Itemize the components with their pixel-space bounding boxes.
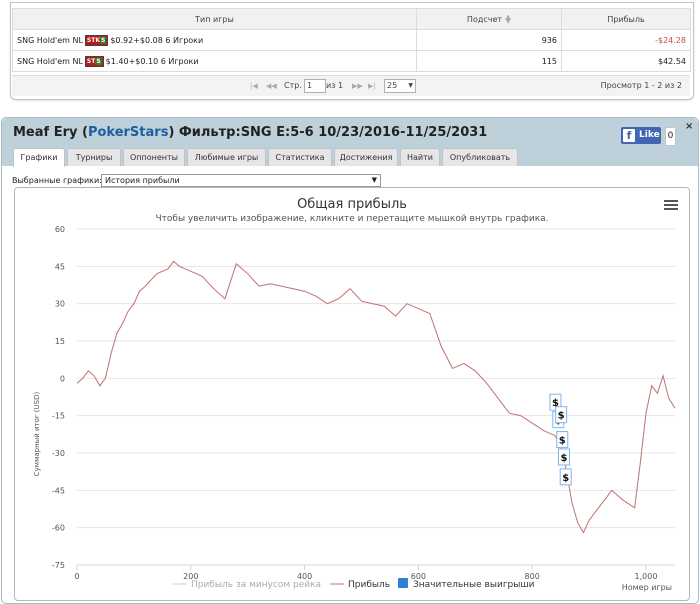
marker-label: $ [558,411,565,422]
page-count-label: из 1 [326,81,344,90]
x-tick-label: 200 [183,572,198,581]
y-tick-label: 15 [55,337,65,346]
x-tick-label: 600 [411,572,426,581]
y-tick-label: 30 [55,300,65,309]
graph-select-label: Выбранные графики: [12,176,102,185]
facebook-like-button[interactable]: f Like [621,127,661,144]
profit-chart[interactable]: Общая прибыль Чтобы увеличить изображени… [15,188,689,600]
games-table: Тип игры Подсчет ▲ ▼ Прибыль SNG Hold'em N… [12,8,691,72]
legend-swatch-big-wins [398,578,408,588]
big-win-marker[interactable]: $ [559,468,572,486]
filter-text: Фильтр:SNG E:5-6 10/23/2016-11/25/2031 [178,125,488,140]
marker-label: $ [559,436,566,447]
player-title: Meaf Ery (PokerStars) Фильтр:SNG E:5-6 1… [13,125,488,140]
tab-find[interactable]: Найти [400,148,440,166]
first-page-icon[interactable]: |◀ [250,82,258,90]
y-tick-label: -30 [52,449,65,458]
marker-label: $ [552,398,559,409]
marker-box [555,406,568,424]
big-win-marker[interactable]: $ [555,406,568,424]
tab-publish[interactable]: Опубликовать [442,148,518,166]
chevron-down-icon: ▼ [371,176,377,184]
next-page-icon[interactable]: ▶▶ [352,82,363,90]
cell-count: 115 [416,50,562,72]
col-header-profit[interactable]: Прибыль [561,8,691,30]
legend-item-rake[interactable]: Прибыль за минусом рейка [191,580,321,590]
marker-box [559,468,572,486]
y-tick-label: -60 [52,524,65,533]
chart-menu-icon[interactable] [664,200,678,212]
x-tick-label: 0 [74,572,79,581]
sort-icon[interactable]: ▲ ▼ [505,13,511,25]
x-axis-label: Номер игры [622,583,672,592]
y-tick-label: 45 [55,262,65,271]
chart-subtitle: Чтобы увеличить изображение, кликните и … [155,214,548,224]
big-win-marker[interactable]: $ [557,448,570,466]
big-win-marker[interactable]: $ [556,431,569,449]
marker-box [557,448,570,466]
chart-frame[interactable]: Общая прибыль Чтобы увеличить изображени… [14,187,690,601]
y-tick-label: -45 [52,486,65,495]
prev-page-icon[interactable]: ◀◀ [266,82,277,90]
x-tick-label: 1,000 [635,572,658,581]
marker-label: $ [562,473,569,484]
close-icon[interactable]: × [685,121,694,132]
stakes-badge-icon: STKS [84,34,109,46]
page-size-select[interactable]: 25 ▼ [384,79,416,93]
facebook-icon: f [623,129,635,142]
marker-box [556,431,569,449]
table-header-row: Тип игры Подсчет ▲ ▼ Прибыль [12,8,691,30]
table-row[interactable]: SNG Hold'em NL STKS $0.92+$0.08 6 Игроки 9… [12,29,691,51]
profit-series-line [76,260,676,534]
col-header-count[interactable]: Подсчет ▲ ▼ [416,8,562,30]
player-name: Meaf Ery [13,125,78,140]
page-number-input[interactable]: 1 [304,79,326,93]
x-tick-label: 800 [525,572,540,581]
marker-label: $ [560,453,567,464]
last-page-icon[interactable]: ▶| [368,82,376,90]
y-tick-label: -75 [52,561,65,570]
cell-profit: -$24.28 [561,29,691,51]
table-row[interactable]: SNG Hold'em NL STS $1.40+$0.10 6 Игроки 11… [12,50,691,72]
y-axis-label: Суммарный итог (USD) [33,392,41,477]
tab-statistics[interactable]: Статистика [268,148,332,166]
pager: |◀ ◀◀ Стр. 1 из 1 ▶▶ ▶| 25 ▼ Просмотр 1 -… [12,75,690,96]
tab-favorite-games[interactable]: Любимые игры [187,148,266,166]
cell-count: 936 [416,29,562,51]
player-graph-panel: Meaf Ery (PokerStars) Фильтр:SNG E:5-6 1… [1,117,699,604]
cell-game-type: SNG Hold'em NL STKS $0.92+$0.08 6 Игроки [12,29,417,51]
col-header-game-type[interactable]: Тип игры [12,8,417,30]
like-count: 0 [665,127,676,146]
games-table-panel: Тип игры Подсчет ▲ ▼ Прибыль SNG Hold'em N… [10,2,694,100]
cell-game-type: SNG Hold'em NL STS $1.40+$0.10 6 Игроки [12,50,417,72]
graph-select[interactable]: История прибыли ▼ [101,174,381,187]
cell-profit: $42.54 [561,50,691,72]
y-tick-label: 60 [55,225,65,234]
site-link[interactable]: PokerStars [87,125,169,140]
tab-opponents[interactable]: Оппоненты [123,148,185,166]
y-tick-label: 0 [60,374,65,383]
sts-badge-icon: STS [84,55,104,67]
chart-title: Общая прибыль [297,197,407,212]
tab-achievements[interactable]: Достижения [334,148,398,166]
player-title-bar: Meaf Ery (PokerStars) Фильтр:SNG E:5-6 1… [2,118,698,167]
legend-item-profit[interactable]: Прибыль [348,580,390,590]
x-tick-label: 400 [297,572,312,581]
page-label: Стр. [284,81,302,90]
y-tick-label: -15 [52,412,65,421]
view-range-text: Просмотр 1 - 2 из 2 [600,81,682,90]
tab-tournaments[interactable]: Турниры [67,148,121,166]
legend-item-big-wins[interactable]: Значительные выигрыши [413,580,535,590]
tab-graphs[interactable]: Графики [13,148,65,167]
